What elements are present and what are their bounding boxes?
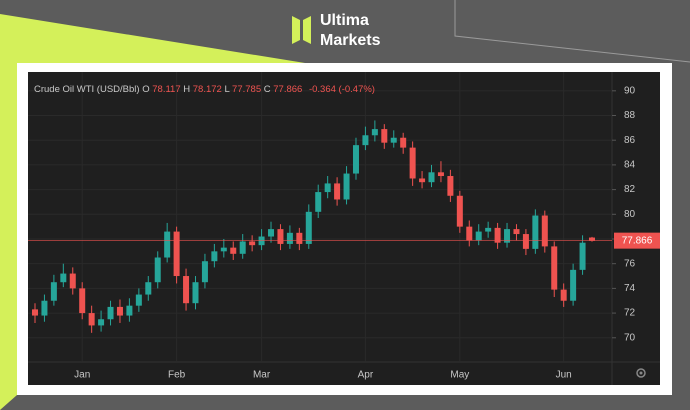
x-tick-label: Feb [168, 370, 186, 381]
chart-panel [28, 72, 660, 385]
candle-body [504, 229, 511, 243]
candle-body [230, 247, 237, 254]
y-tick-label: 72 [624, 308, 636, 319]
candle-body [305, 211, 312, 244]
logo-mark [292, 16, 300, 44]
logo-mark [303, 16, 311, 44]
candle-body [211, 251, 218, 262]
candle-body [268, 229, 275, 237]
candle-body [551, 246, 558, 290]
candle-body [494, 227, 501, 243]
candle-body [277, 229, 284, 244]
last-price-label: 77.866 [622, 235, 653, 246]
candle-body [428, 172, 435, 183]
candle-body [390, 137, 397, 143]
candle-body [570, 269, 577, 301]
logo-text: Markets [320, 32, 381, 49]
chart-title: Crude Oil WTI (USD/Bbl) [34, 84, 140, 95]
y-tick-label: 80 [624, 209, 636, 220]
y-tick-label: 74 [624, 283, 636, 294]
candle-body [381, 129, 388, 143]
candle-body [541, 215, 548, 247]
x-tick-label: Mar [253, 370, 271, 381]
candle-body [164, 231, 171, 258]
candle-body [183, 276, 190, 304]
change-value: -0.364 (-0.47%) [309, 84, 375, 95]
legend-value: 78.117 [152, 84, 180, 95]
candle-body [154, 257, 161, 283]
x-tick-label: Jun [556, 370, 572, 381]
candle-body [437, 172, 444, 177]
candle-body [352, 145, 359, 174]
candle-body [173, 231, 180, 277]
x-tick-label: May [450, 370, 469, 381]
last-price-box [614, 232, 660, 249]
decor-line [454, 0, 690, 63]
candle-body [466, 226, 473, 241]
candle-body [145, 282, 152, 295]
legend-label: H [183, 84, 190, 95]
candle-body [192, 282, 199, 304]
y-tick-label: 86 [624, 135, 636, 146]
x-tick-label: Jan [74, 370, 90, 381]
logo: Ultima Markets [292, 12, 381, 49]
candle-body [362, 135, 369, 146]
candle-body [88, 313, 95, 326]
legend-label: L [224, 84, 229, 95]
candle-body [239, 241, 246, 254]
candle-body [60, 273, 67, 283]
legend-value: 78.172 [193, 84, 222, 95]
candle-body [475, 231, 482, 241]
legend-label: O [142, 84, 149, 95]
candle-body [400, 137, 407, 148]
y-tick-label: 84 [624, 160, 636, 171]
candle-body [532, 215, 539, 249]
candle-body [560, 289, 567, 301]
y-tick-label: 76 [624, 258, 636, 269]
candle-body [456, 195, 463, 227]
candle-body [447, 176, 454, 196]
candle-body [485, 227, 492, 232]
candle-body [315, 192, 322, 212]
y-tick-label: 82 [624, 184, 636, 195]
logo-text: Ultima [320, 12, 369, 29]
candle-body [343, 173, 350, 200]
candle-body [79, 288, 86, 314]
candle-body [579, 242, 586, 270]
y-tick-label: 88 [624, 110, 636, 121]
candle-body [286, 232, 293, 244]
candle-body [135, 294, 142, 306]
candle-body [589, 237, 595, 241]
candle-body [371, 129, 378, 136]
y-tick-label: 70 [624, 332, 636, 343]
x-tick-label: Apr [358, 370, 374, 381]
chart-legend: Crude Oil WTI (USD/Bbl) O 78.117 H 78.17… [34, 84, 375, 95]
candle-body [249, 241, 256, 246]
candle-body [324, 183, 331, 193]
candle-body [126, 305, 133, 316]
candle-body [296, 232, 303, 244]
plot: 7072747678808284868890JanFebMarAprMayJun… [28, 72, 660, 381]
candle-body [201, 261, 208, 283]
candle-body [116, 306, 123, 316]
legend-value: 77.785 [232, 84, 261, 95]
candle-body [419, 178, 426, 183]
candle-body [50, 282, 57, 301]
legend-label: C [264, 84, 271, 95]
y-tick-label: 90 [624, 85, 636, 96]
settings-icon[interactable] [636, 368, 646, 378]
candle-body [522, 234, 529, 249]
candle-body [41, 300, 48, 316]
candle-body [334, 183, 341, 200]
candle-body [32, 309, 38, 316]
candle-body [98, 319, 105, 326]
candle-body [69, 273, 76, 289]
legend-value: 77.866 [273, 84, 302, 95]
candle-body [220, 247, 227, 252]
candle-body [409, 147, 416, 179]
candle-body [513, 229, 520, 235]
candle-body [107, 306, 114, 320]
